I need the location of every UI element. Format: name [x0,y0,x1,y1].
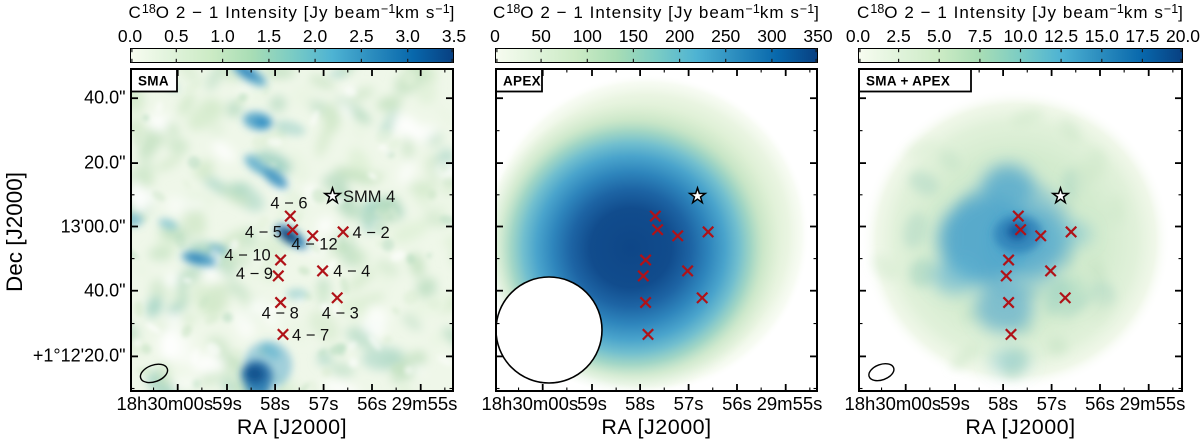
svg-text:4 − 2: 4 − 2 [353,224,390,242]
svg-text:4 − 8: 4 − 8 [262,304,299,322]
svg-text:SMM 4: SMM 4 [343,188,395,206]
svg-text:4 − 5: 4 − 5 [245,224,282,242]
svg-text:4 − 7: 4 − 7 [292,326,329,344]
svg-text:4 − 4: 4 − 4 [333,263,370,281]
svg-text:4 − 9: 4 − 9 [236,265,273,283]
svg-text:4 − 6: 4 − 6 [270,195,307,213]
svg-text:SMA: SMA [138,74,169,89]
svg-text:4 − 3: 4 − 3 [322,304,359,322]
svg-text:4 − 12: 4 − 12 [291,236,337,254]
svg-text:4 − 10: 4 − 10 [224,247,270,265]
svg-text:APEX: APEX [503,74,541,89]
svg-text:SMA + APEX: SMA + APEX [866,74,950,89]
